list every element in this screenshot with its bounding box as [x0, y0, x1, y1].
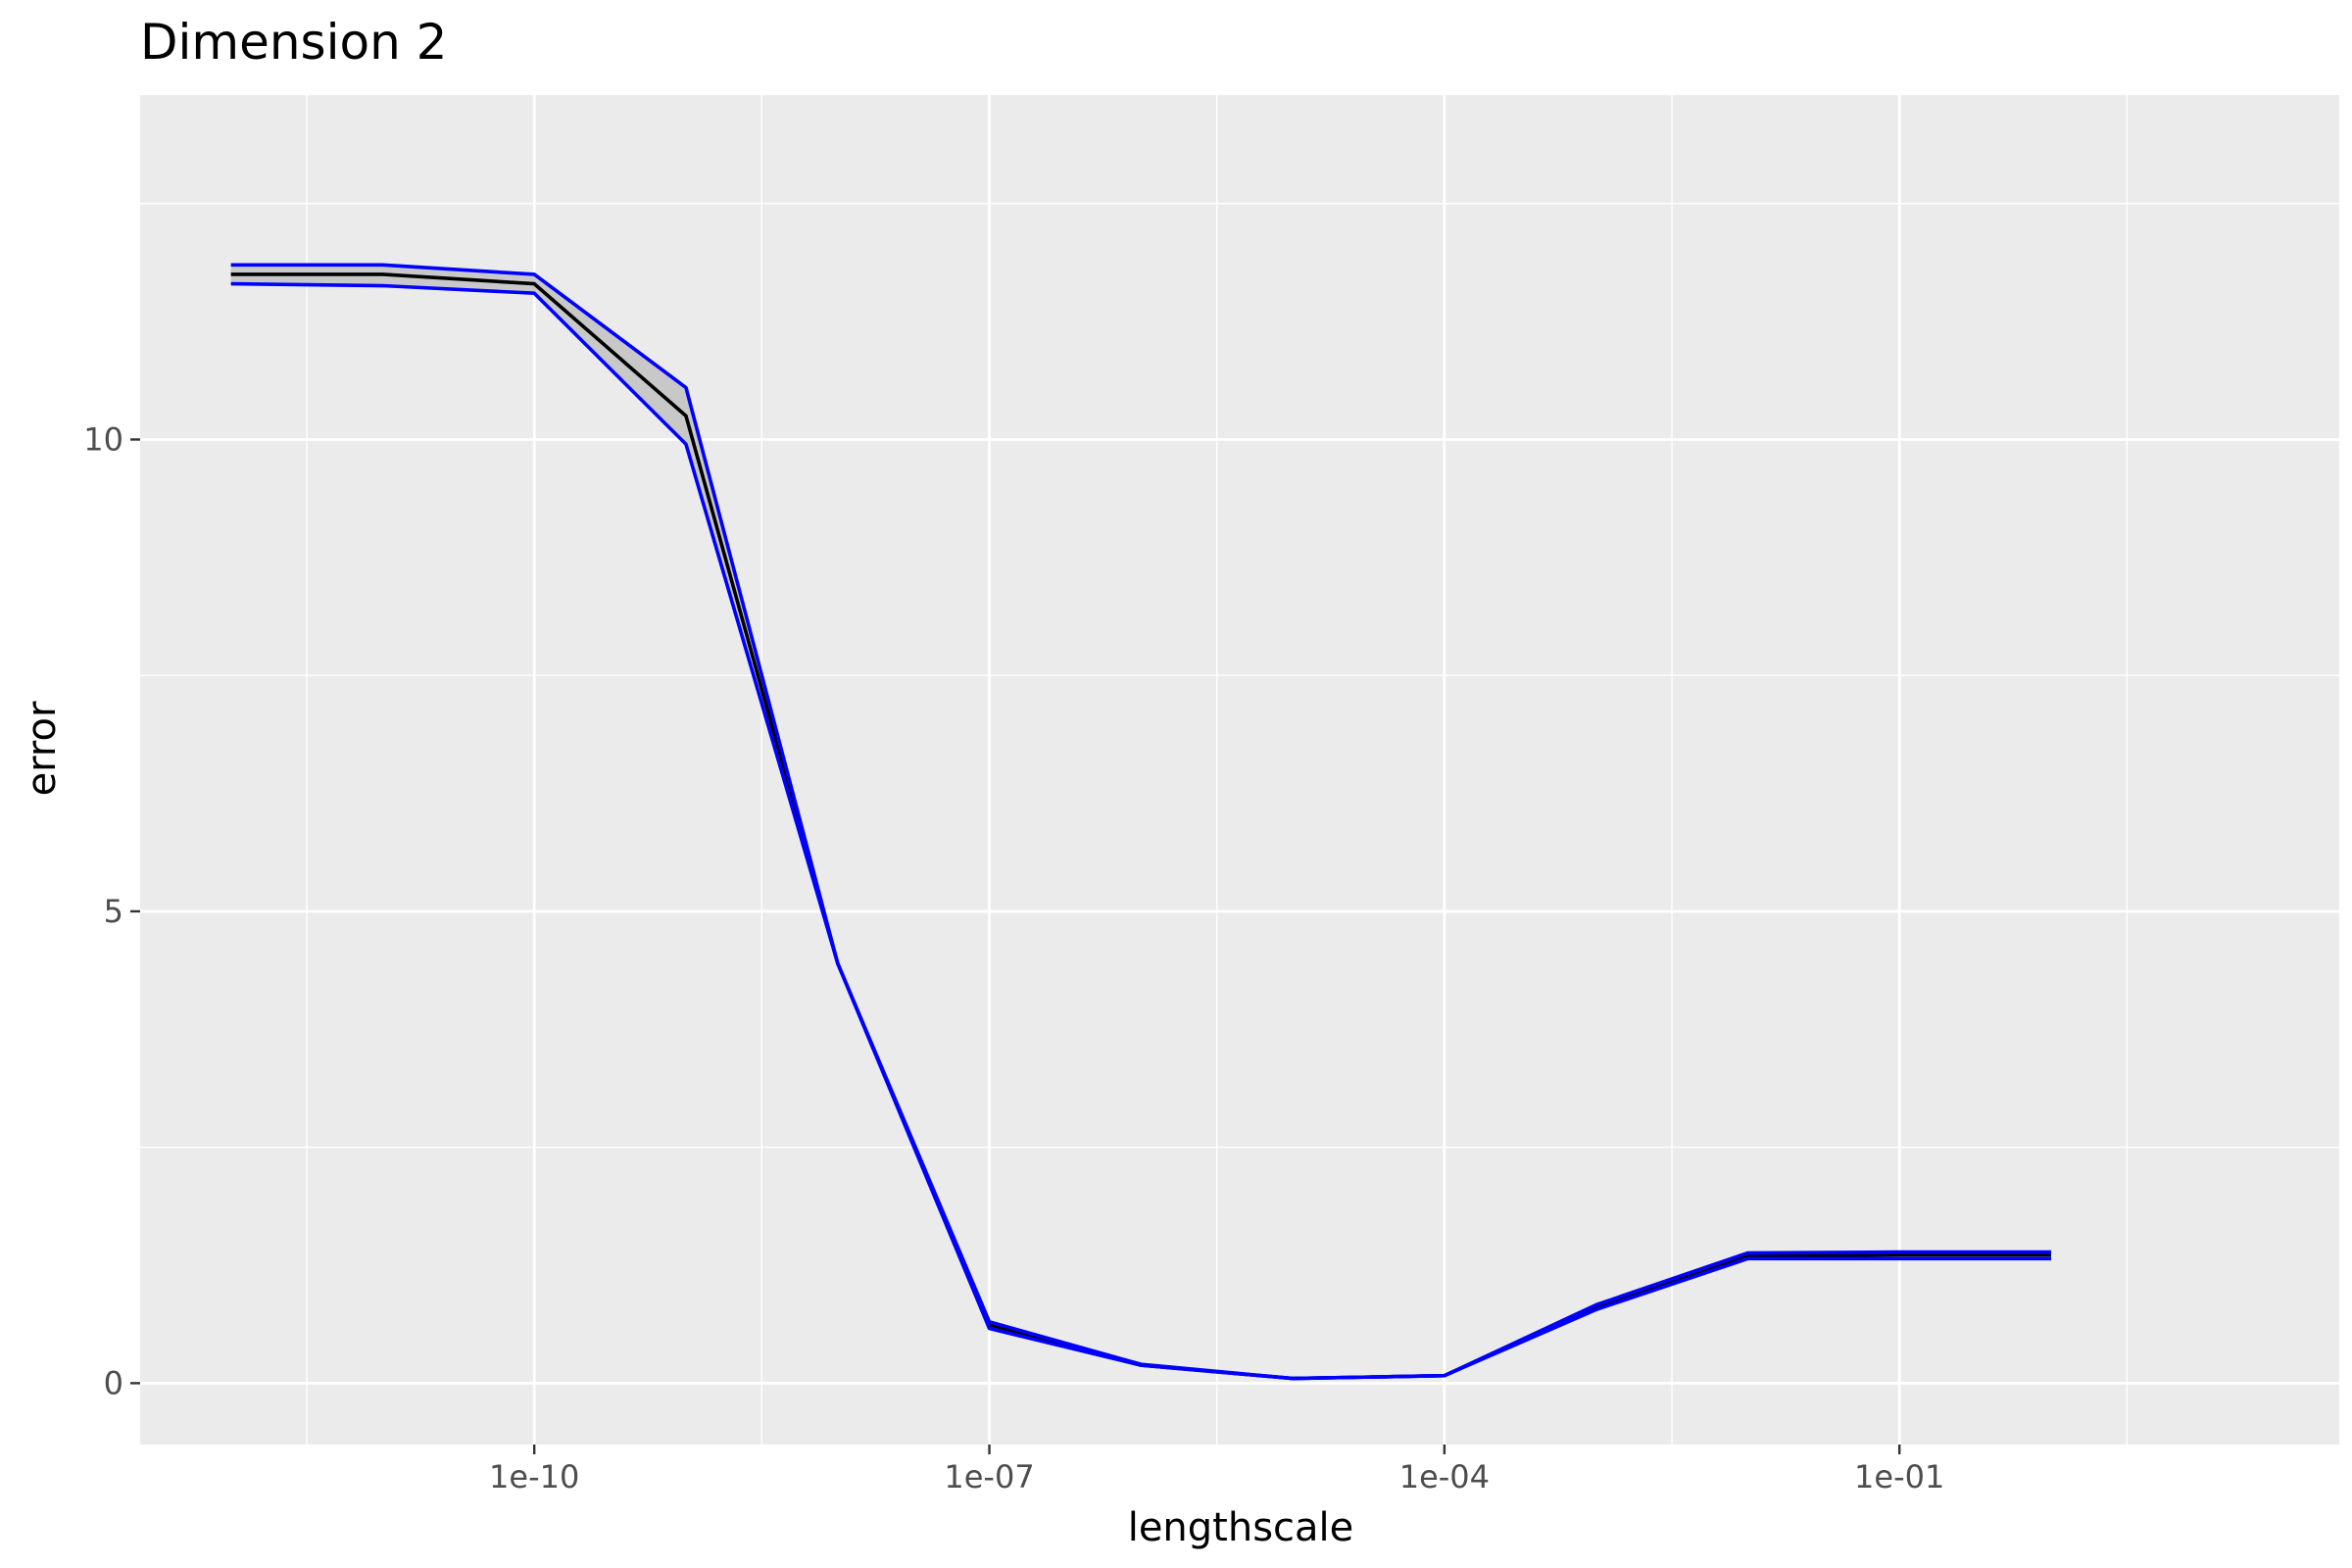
y-tick-label: 0 [104, 1364, 123, 1401]
x-tick-label: 1e-10 [489, 1458, 579, 1495]
y-axis-title: error [20, 701, 65, 796]
x-axis: 1e-10 1e-07 1e-04 1e-01 [489, 1445, 1944, 1495]
series-layer [230, 263, 2052, 1381]
y-tick-label: 10 [83, 420, 123, 458]
x-axis-title: lengthscale [1128, 1505, 1354, 1550]
grid-lines [140, 95, 2339, 1445]
y-axis: 0 5 10 [83, 420, 140, 1401]
x-tick-label: 1e-01 [1854, 1458, 1944, 1495]
x-tick-label: 1e-04 [1399, 1458, 1490, 1495]
y-tick-label: 5 [104, 893, 123, 930]
plot-panel [140, 95, 2339, 1445]
x-tick-label: 1e-07 [944, 1458, 1034, 1495]
chart-title: Dimension 2 [140, 14, 447, 71]
